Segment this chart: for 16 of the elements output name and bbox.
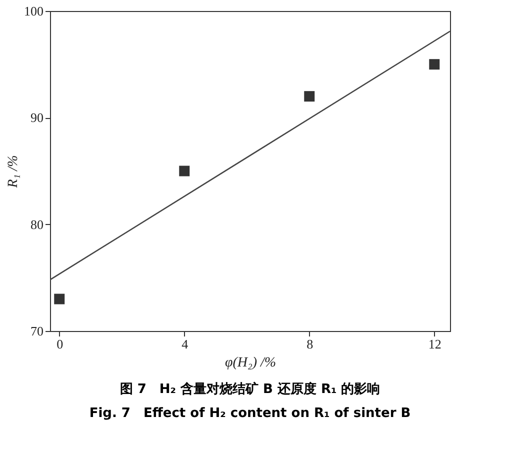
x-axis-title: φ(H₂) /%: [224, 356, 276, 370]
caption: 图 7 H₂ 含量对烧结矿 B 还原度 R₁ 的影响: [120, 381, 380, 397]
y-tick-label: 90: [30, 110, 44, 126]
point: [54, 294, 65, 304]
x-tick-label: 0: [56, 336, 64, 352]
point: [179, 166, 190, 176]
x-tick-label: 12: [428, 336, 442, 352]
x-tick-label: 8: [306, 336, 314, 352]
caption: Fig. 7 Effect of H₂ content on R₁ of sinter B: [89, 406, 411, 421]
y-tick-label: 80: [30, 216, 44, 232]
y-tick-label: 70: [30, 324, 44, 338]
x-tick-label: 4: [182, 336, 189, 352]
point: [304, 91, 315, 102]
y-tick-label: 100: [24, 4, 44, 18]
y-axis-title: R₁ /%: [6, 155, 21, 189]
point: [429, 59, 440, 70]
